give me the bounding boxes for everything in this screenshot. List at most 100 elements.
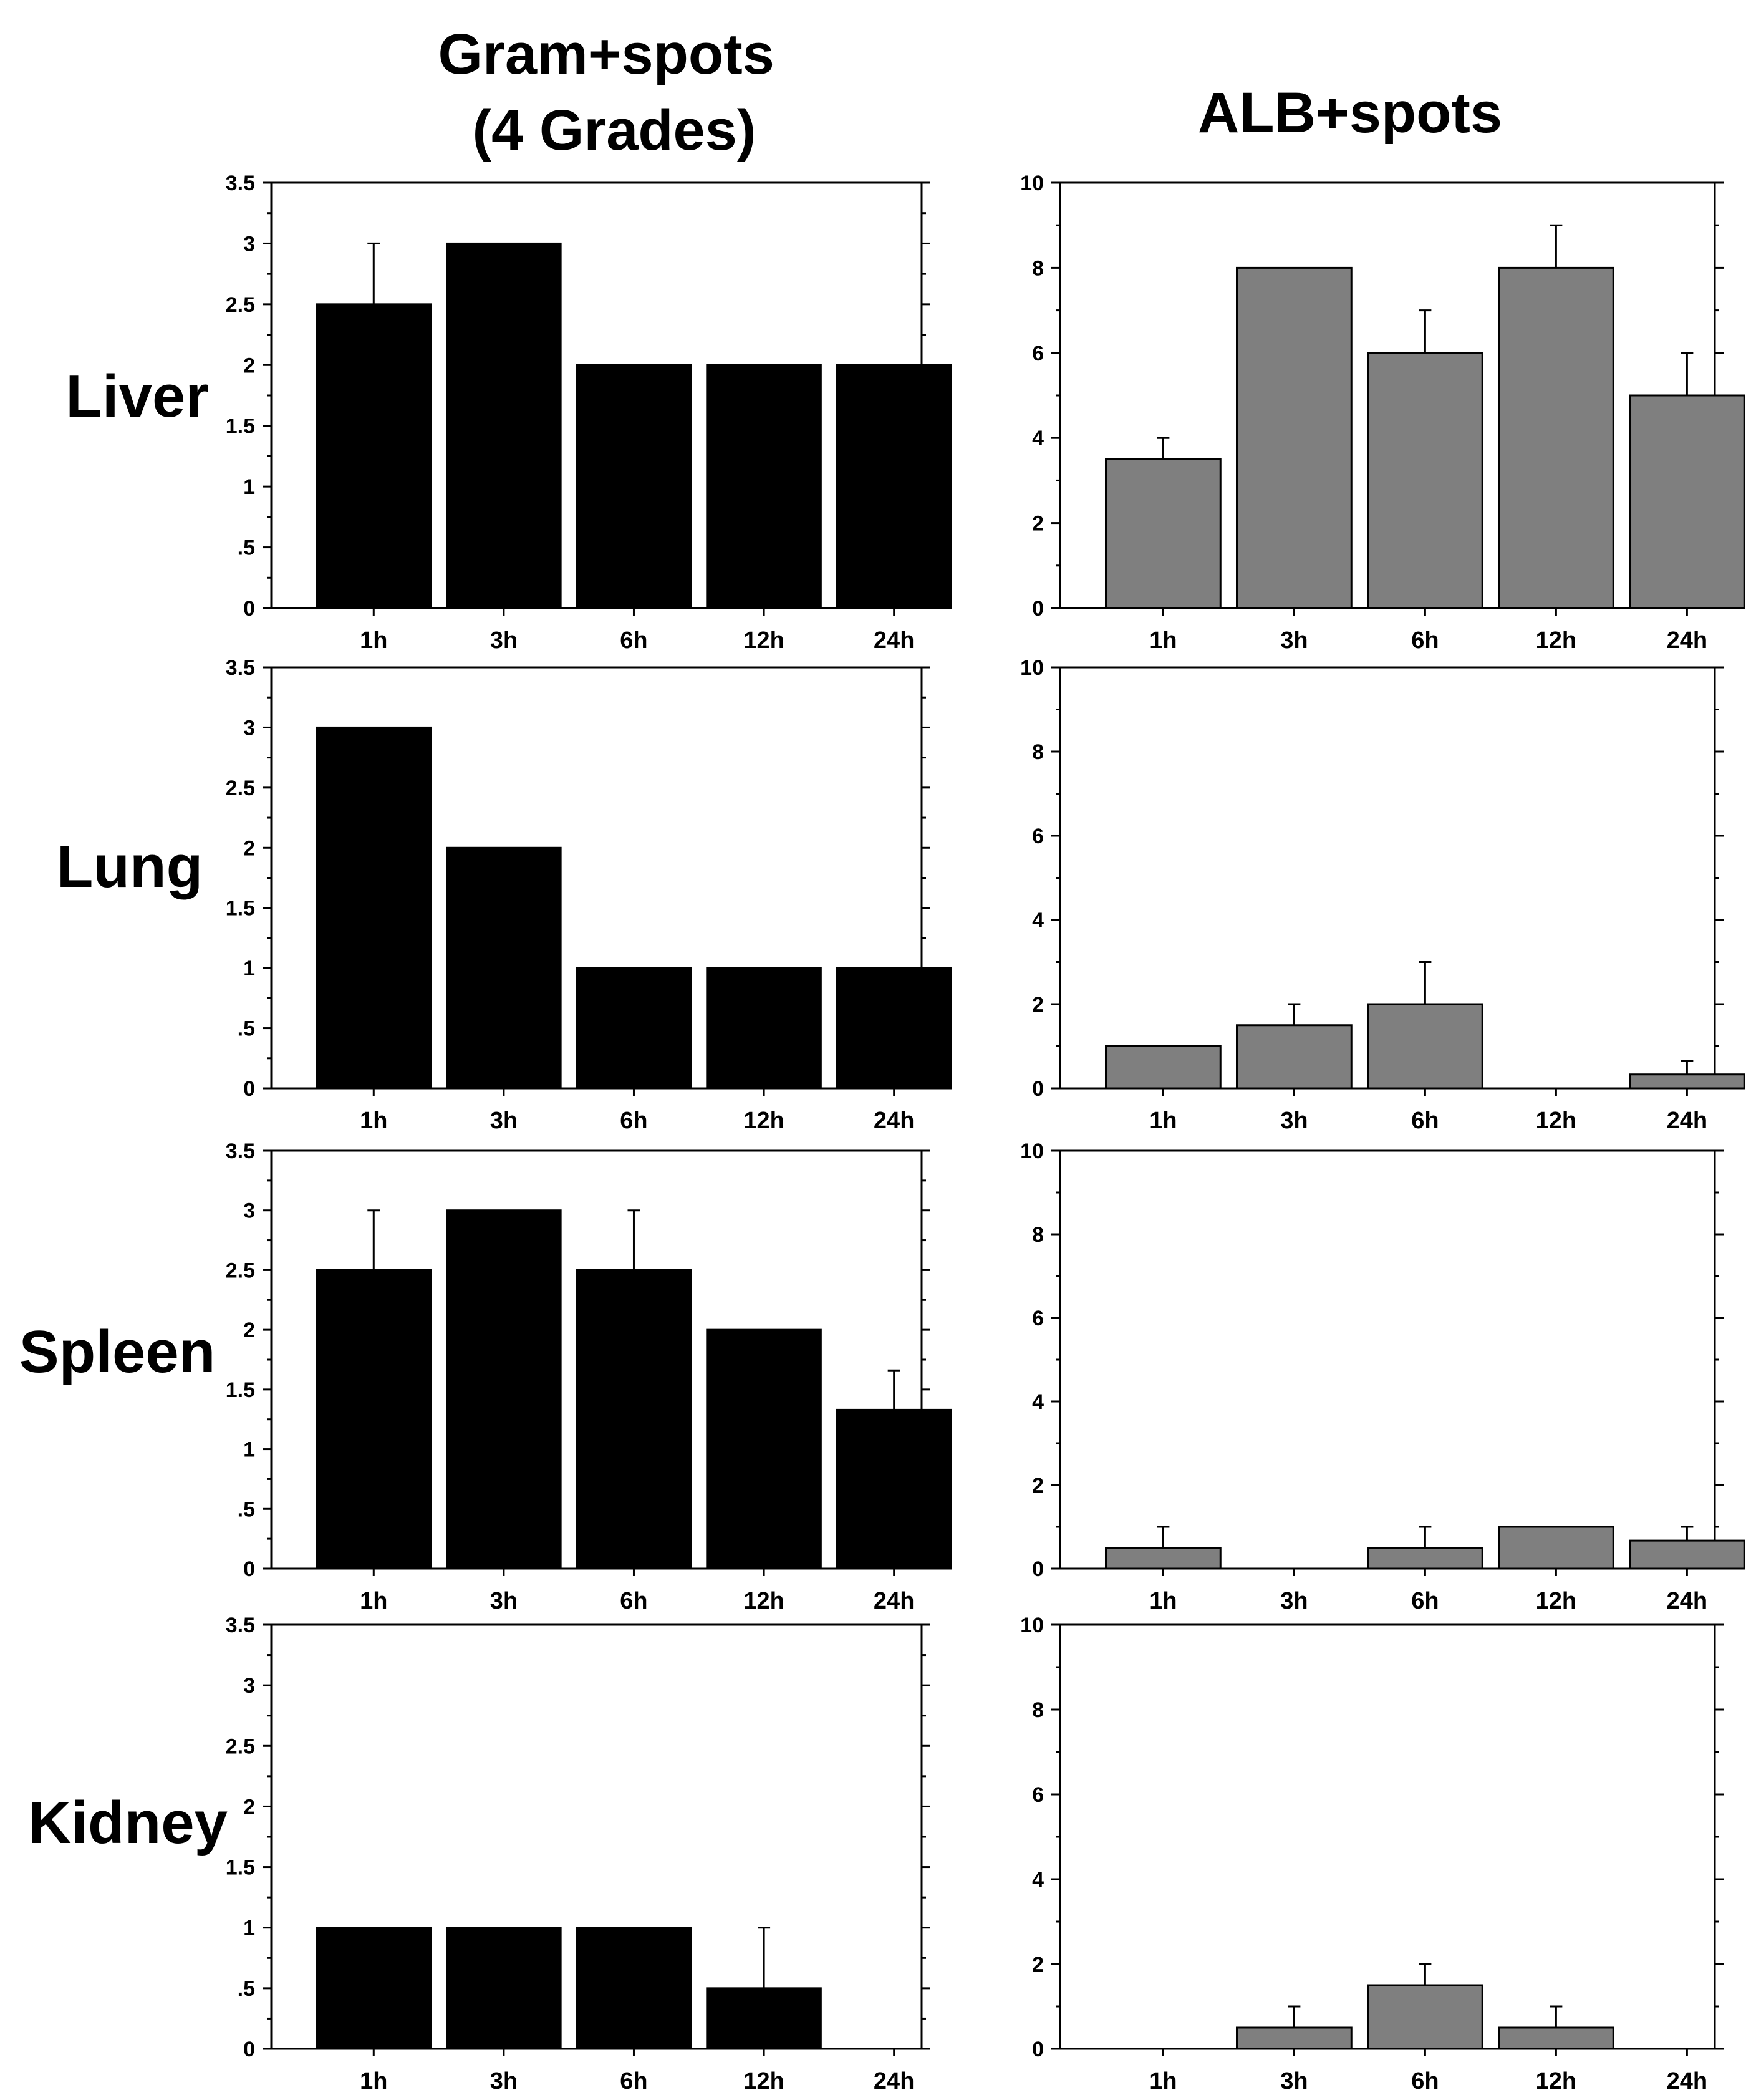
y-tick-label: 10 (1020, 172, 1044, 195)
y-tick-label: 2 (243, 836, 255, 860)
x-tick-label-3h: 3h (490, 1108, 518, 1134)
bar-3h (1236, 266, 1353, 609)
column-title-gram-line1: Gram+spots (438, 22, 774, 86)
y-tick-label: 2 (243, 1795, 255, 1819)
y-tick-label: 0 (1032, 1557, 1044, 1581)
bar-12h (706, 967, 822, 1090)
bar-6h (1367, 1984, 1483, 2050)
x-tick-label-24h: 24h (874, 2068, 914, 2094)
y-tick-label: .5 (238, 1498, 255, 1521)
bar-3h (446, 846, 562, 1090)
x-tick-label-12h: 12h (1536, 2068, 1576, 2094)
y-tick-label: 1.5 (226, 1378, 255, 1402)
y-tick-label: 3 (243, 232, 255, 256)
y-tick-label: 2.5 (226, 777, 255, 800)
y-tick-label: 10 (1020, 1614, 1044, 1637)
y-tick-label: 8 (1032, 740, 1044, 764)
bar-6h (576, 364, 692, 609)
y-tick-label: 2.5 (226, 1259, 255, 1282)
x-tick-label-24h: 24h (1667, 1108, 1707, 1134)
x-tick-label-12h: 12h (1536, 627, 1576, 654)
y-tick-label: 1.5 (226, 1856, 255, 1880)
bar-3h (446, 242, 562, 609)
x-tick-label-1h: 1h (1149, 2068, 1177, 2094)
x-tick-label-3h: 3h (490, 1588, 518, 1614)
bar-24h (1629, 394, 1745, 609)
x-tick-label-3h: 3h (490, 627, 518, 654)
x-tick-label-24h: 24h (874, 1108, 914, 1134)
x-tick-label-1h: 1h (360, 2068, 387, 2094)
x-tick-label-24h: 24h (874, 627, 914, 654)
bar-6h (576, 1927, 692, 2050)
y-tick-label: 6 (1032, 825, 1044, 848)
bar-1h (316, 303, 432, 609)
x-tick-label-12h: 12h (743, 2068, 784, 2094)
bar-1h (316, 1927, 432, 2050)
y-tick-label: 3.5 (226, 1140, 255, 1163)
y-tick-label: .5 (238, 1017, 255, 1041)
row-label-spleen: Spleen (19, 1319, 216, 1385)
y-tick-label: 2 (1032, 512, 1044, 536)
bar-3h (446, 1209, 562, 1570)
y-tick-label: 0 (243, 1077, 255, 1101)
y-tick-label: 1 (243, 1917, 255, 1940)
x-tick-label-3h: 3h (490, 2068, 518, 2094)
y-tick-label: 6 (1032, 342, 1044, 365)
y-tick-label: 8 (1032, 256, 1044, 280)
y-tick-label: 3.5 (226, 656, 255, 680)
y-tick-label: 0 (1032, 597, 1044, 621)
y-tick-label: 1.5 (226, 415, 255, 438)
x-tick-label-6h: 6h (1411, 1588, 1439, 1614)
bar-6h (1367, 1003, 1483, 1090)
bar-6h (1367, 1547, 1483, 1570)
x-tick-label-24h: 24h (1667, 627, 1707, 654)
chart-kidney-gram: 0 .5 1 1.5 2 2.5 3 3.5 1h 3h 6h 12h 24h (226, 1614, 930, 2094)
x-tick-label-12h: 12h (1536, 1588, 1576, 1614)
bar-3h (1236, 2026, 1353, 2050)
y-tick-label: 6 (1032, 1307, 1044, 1330)
y-tick-label: 3.5 (226, 172, 255, 195)
x-tick-label-1h: 1h (1149, 627, 1177, 654)
y-tick-label: 4 (1032, 909, 1044, 932)
y-tick-label: 3 (243, 1674, 255, 1698)
bar-24h (1629, 1073, 1745, 1090)
y-tick-label: 2 (1032, 1474, 1044, 1498)
bar-6h (576, 1269, 692, 1570)
x-tick-label-6h: 6h (620, 2068, 647, 2094)
y-tick-label: 1 (243, 957, 255, 980)
bar-12h (706, 1328, 822, 1570)
bar-1h (1105, 458, 1222, 609)
bar-24h (836, 967, 952, 1090)
x-tick-label-6h: 6h (620, 1588, 647, 1614)
y-tick-label: 1 (243, 1438, 255, 1462)
x-tick-label-3h: 3h (1280, 2068, 1308, 2094)
y-tick-label: 1.5 (226, 897, 255, 921)
y-tick-label: 0 (1032, 1077, 1044, 1101)
y-tick-label: 2.5 (226, 1735, 255, 1758)
y-tick-label: 10 (1020, 1140, 1044, 1163)
x-tick-label-24h: 24h (874, 1588, 914, 1614)
x-tick-label-6h: 6h (620, 627, 647, 654)
y-tick-label: 3 (243, 1199, 255, 1223)
bar-12h (1498, 2026, 1614, 2050)
y-tick-label: 8 (1032, 1698, 1044, 1722)
x-tick-label-6h: 6h (1411, 627, 1439, 654)
bar-1h (316, 1269, 432, 1570)
x-tick-label-3h: 3h (1280, 627, 1308, 654)
bar-12h (1498, 266, 1614, 609)
bar-1h (1105, 1045, 1222, 1090)
bar-6h (576, 967, 692, 1090)
chart-liver-alb: 0 2 4 6 8 10 1h 3h 6h 12h 24h (1020, 172, 1745, 654)
bar-1h (1105, 1547, 1222, 1570)
y-tick-label: 6 (1032, 1783, 1044, 1807)
x-tick-label-12h: 12h (743, 1588, 784, 1614)
y-tick-label: 2 (1032, 993, 1044, 1017)
x-tick-label-1h: 1h (360, 627, 387, 654)
bar-24h (836, 1408, 952, 1570)
y-tick-label: 0 (243, 2038, 255, 2061)
bar-12h (706, 1987, 822, 2050)
x-tick-label-3h: 3h (1280, 1108, 1308, 1134)
chart-spleen-alb: 0 2 4 6 8 10 1h 3h 6h 12h 24h (1020, 1140, 1745, 1614)
bar-24h (1629, 1539, 1745, 1570)
x-tick-label-12h: 12h (1536, 1108, 1576, 1134)
